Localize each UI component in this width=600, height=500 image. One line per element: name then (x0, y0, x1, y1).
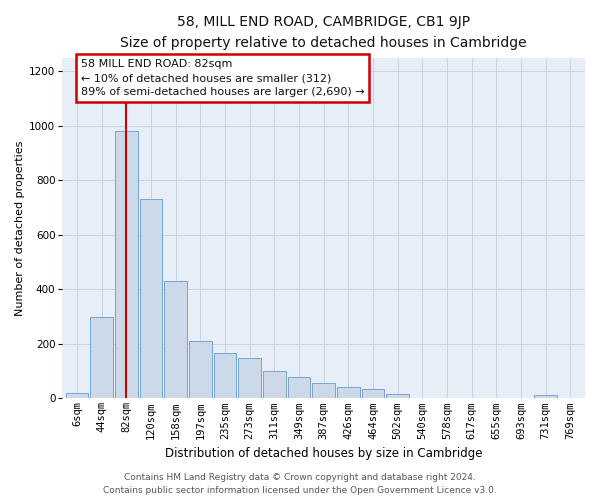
Bar (263, 371, 286, 398)
Bar (337, 388, 359, 398)
Bar (214, 354, 236, 399)
Bar (534, 394, 557, 398)
Bar (91, 316, 113, 398)
Title: 58, MILL END ROAD, CAMBRIDGE, CB1 9JP
Size of property relative to detached hous: 58, MILL END ROAD, CAMBRIDGE, CB1 9JP Si… (121, 15, 527, 50)
Text: Contains HM Land Registry data © Crown copyright and database right 2024.
Contai: Contains HM Land Registry data © Crown c… (103, 474, 497, 495)
Bar (313, 384, 335, 398)
Text: 58 MILL END ROAD: 82sqm
← 10% of detached houses are smaller (312)
89% of semi-d: 58 MILL END ROAD: 82sqm ← 10% of detache… (81, 60, 364, 98)
Bar (189, 341, 212, 398)
X-axis label: Distribution of detached houses by size in Cambridge: Distribution of detached houses by size … (165, 447, 482, 460)
Bar (287, 377, 310, 398)
Bar (238, 358, 261, 399)
Bar (386, 394, 409, 398)
Bar (115, 132, 138, 398)
Bar (362, 389, 385, 398)
Bar (164, 281, 187, 398)
Y-axis label: Number of detached properties: Number of detached properties (15, 140, 25, 316)
Bar (66, 393, 88, 398)
Bar (140, 200, 163, 398)
